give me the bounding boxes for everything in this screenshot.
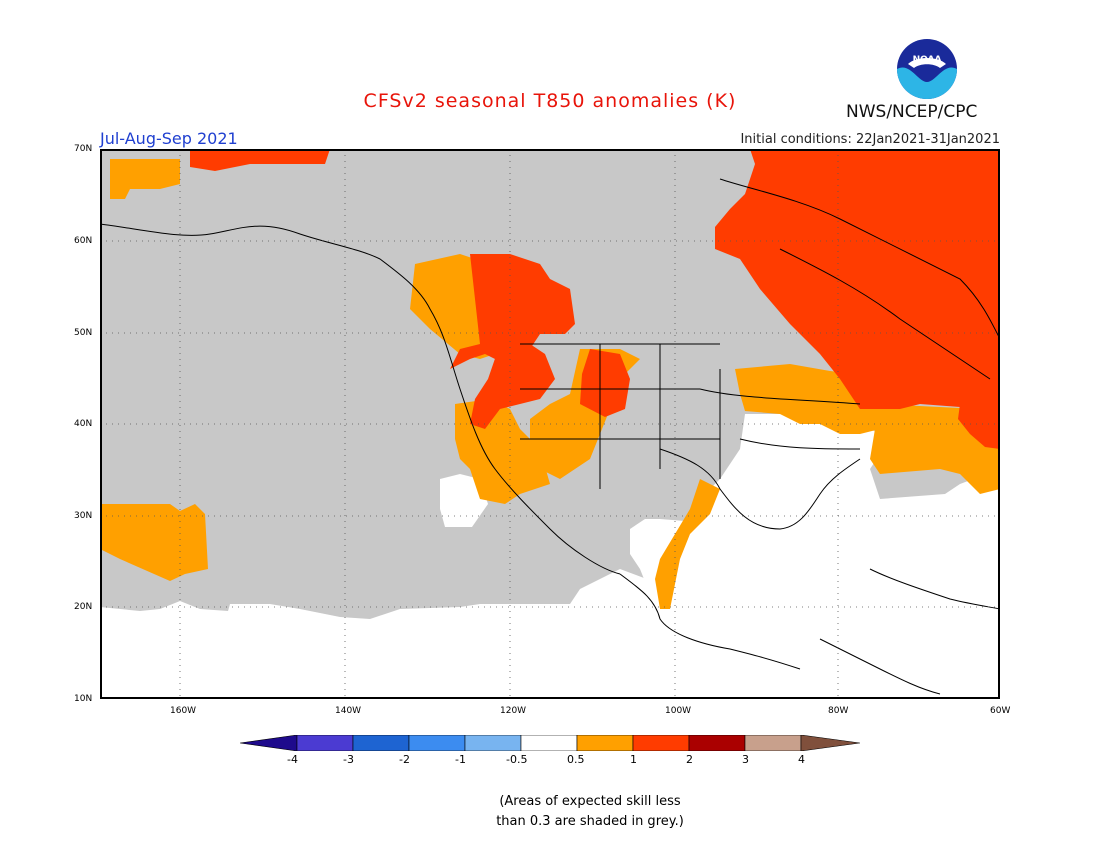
logo-text: NOAA [913,55,942,65]
lat-label-10n: 10N [74,694,93,704]
skill-note-line1: (Areas of expected skill less [499,794,681,809]
colorbar-label: -0.5 [506,753,528,766]
lat-label-30n: 30N [74,511,93,521]
anomaly-map [100,149,1000,699]
colorbar-label: 3 [742,753,749,766]
colorbar-swatch [688,735,746,751]
colorbar-label: 2 [686,753,693,766]
colorbar-label: 4 [798,753,805,766]
lon-label-60w: 60W [990,706,1011,716]
colorbar-swatch [352,735,410,751]
colorbar-swatch-gt-4 [800,735,860,751]
colorbar-swatch [744,735,802,751]
map-title: CFSv2 seasonal T850 anomalies (K) [363,90,737,112]
lon-label-140w: 140W [335,706,362,716]
colorbar-swatch [520,735,578,751]
colorbar-swatch [408,735,466,751]
lon-label-160w: 160W [170,706,197,716]
colorbar-swatch [576,735,634,751]
colorbar-label: -4 [287,753,298,766]
lat-label-60n: 60N [74,236,93,246]
colorbar-label: 1 [630,753,637,766]
colorbar-swatch-lt-minus4 [240,735,298,751]
agency-label: NWS/NCEP/CPC [846,102,978,122]
colorbar-label: -3 [343,753,354,766]
lon-label-120w: 120W [500,706,527,716]
colorbar-label: 0.5 [567,753,585,766]
noaa-logo: NOAA [897,39,957,99]
map-frame [100,149,1000,699]
season-label: Jul-Aug-Sep 2021 [100,129,238,148]
anomaly-1-2-regions [190,149,1000,449]
skill-note-line2: than 0.3 are shaded in grey.) [496,814,684,829]
colorbar-swatch [464,735,522,751]
lat-label-20n: 20N [74,602,93,612]
skill-note: (Areas of expected skill less than 0.3 a… [440,792,740,832]
colorbar-swatch [632,735,690,751]
initial-conditions-label: Initial conditions: 22Jan2021-31Jan2021 [740,132,1000,147]
lat-label-40n: 40N [74,419,93,429]
lon-label-80w: 80W [828,706,849,716]
colorbar-label: -1 [455,753,466,766]
colorbar [240,735,860,751]
colorbar-swatch [296,735,354,751]
lon-label-100w: 100W [665,706,692,716]
coastlines [100,178,1000,695]
graticule [100,149,1000,699]
lat-label-50n: 50N [74,328,93,338]
lat-label-70n: 70N [74,144,93,154]
colorbar-label: -2 [399,753,410,766]
